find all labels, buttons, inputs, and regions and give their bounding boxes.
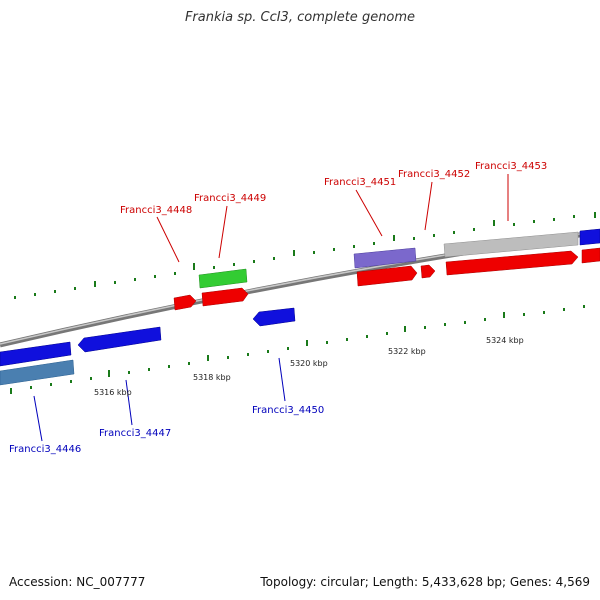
- gene-label-francci3-4446[interactable]: Francci3_4446: [9, 444, 81, 455]
- scale-label-5324: 5324 kbp: [486, 336, 524, 345]
- gene-francci3-4453-red[interactable]: [445, 250, 579, 276]
- gene-label-francci3-4452[interactable]: Francci3_4452: [398, 169, 470, 180]
- genome-summary-label: Topology: circular; Length: 5,433,628 bp…: [260, 575, 590, 589]
- gene-francci3-4450-blue[interactable]: [252, 307, 296, 327]
- gene-francci3-4451-purple[interactable]: [353, 247, 417, 269]
- gene-label-francci3-4450[interactable]: Francci3_4450: [252, 405, 324, 416]
- gene-francci3-4446-blue[interactable]: [0, 341, 72, 367]
- gene-label-francci3-4451[interactable]: Francci3_4451: [324, 177, 396, 188]
- gene-label-francci3-4448[interactable]: Francci3_4448: [120, 205, 192, 216]
- gene-francci3-4449-red[interactable]: [201, 287, 249, 307]
- gene-label-francci3-4453[interactable]: Francci3_4453: [475, 161, 547, 172]
- scale-label-5320: 5320 kbp: [290, 359, 328, 368]
- upper-tick-track: [14, 212, 596, 299]
- map-title: Frankia sp. CcI3, complete genome: [184, 10, 416, 25]
- lower-tick-track: [10, 305, 585, 394]
- gene-francci3-4448-arrow[interactable]: [173, 294, 197, 311]
- gene-edge-blue-upper[interactable]: [579, 228, 600, 246]
- gene-francci3-4451-red[interactable]: [356, 265, 418, 287]
- gene-francci3-4452-arrow[interactable]: [420, 264, 436, 279]
- gene-callout-lines: [33, 174, 509, 442]
- gene-label-francci3-4449[interactable]: Francci3_4449: [194, 193, 266, 204]
- scale-label-5316: 5316 kbp: [94, 388, 132, 397]
- accession-label: Accession: NC_007777: [9, 575, 146, 589]
- gene-label-francci3-4447[interactable]: Francci3_4447: [99, 428, 171, 439]
- gene-francci3-4446-steelblue[interactable]: [0, 359, 75, 386]
- gene-edge-red-upper[interactable]: [581, 247, 600, 264]
- scale-label-5318: 5318 kbp: [193, 373, 231, 382]
- gene-francci3-4449-green[interactable]: [198, 268, 248, 289]
- gene-francci3-4453-gray[interactable]: [443, 231, 579, 258]
- gene-francci3-4447-blue[interactable]: [77, 326, 162, 353]
- scale-label-5322: 5322 kbp: [388, 347, 426, 356]
